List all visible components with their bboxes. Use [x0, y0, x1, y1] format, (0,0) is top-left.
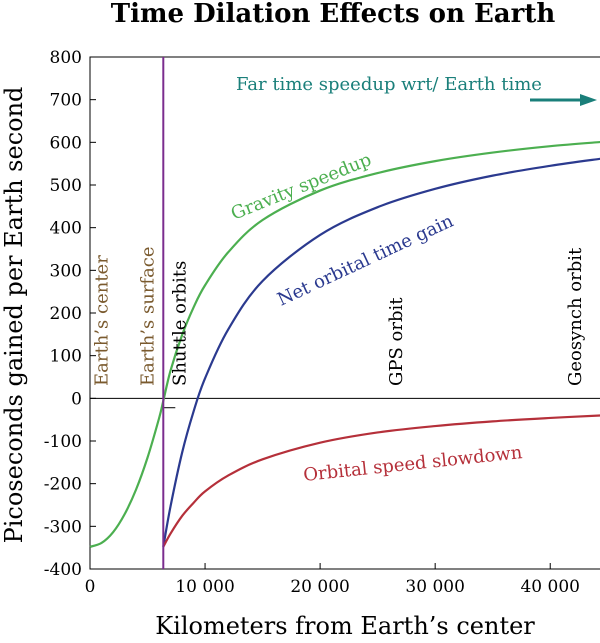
x-tick-label: 0	[85, 577, 96, 597]
earths-center-label: Earth’s center	[92, 255, 113, 386]
net-orbital-gain-curve	[162, 157, 600, 548]
y-tick-label: 0	[71, 389, 82, 409]
plot-frame	[89, 56, 600, 570]
far-time-annotation: Far time speedup wrt/ Earth time	[236, 74, 542, 95]
orbital-slowdown-curve	[162, 414, 600, 548]
earths-surface-label: Earth’s surface	[138, 246, 159, 386]
vertical-markers: Earth’s center Earth’s surface Shuttle orb…	[92, 246, 587, 386]
x-tick-label: 30 000	[405, 577, 464, 597]
series-group	[89, 57, 600, 569]
y-tick-label: 200	[50, 304, 82, 324]
y-tick-label: -400	[44, 560, 82, 580]
orbital-slowdown-label: Orbital speed slowdown	[302, 442, 523, 486]
x-axis-ticks: 0 10 000 20 000 30 000 40 000	[85, 563, 580, 597]
gravity-speedup-label: Gravity speedup	[228, 149, 374, 224]
y-tick-label: 500	[50, 176, 82, 196]
y-tick-label: -200	[44, 475, 82, 495]
x-axis-label: Kilometers from Earth’s center	[155, 612, 535, 640]
y-axis-ticks: 800 700 600 500 400 300 200 100 0 -100 -200 -300 -40…	[44, 48, 96, 580]
x-tick-label: 10 000	[175, 577, 234, 597]
far-time-arrow-icon	[580, 94, 597, 106]
shuttle-orbits-label: Shuttle orbits	[170, 261, 191, 386]
y-tick-label: -300	[44, 517, 82, 537]
annotations: Far time speedup wrt/ Earth time Gravity …	[228, 74, 597, 486]
y-tick-label: 800	[50, 48, 82, 68]
y-tick-label: 100	[50, 347, 82, 367]
x-tick-label: 20 000	[290, 577, 349, 597]
y-tick-label: 400	[50, 219, 82, 239]
y-tick-label: -100	[44, 432, 82, 452]
net-orbital-gain-label: Net orbital time gain	[274, 210, 457, 310]
y-tick-label: 600	[50, 133, 82, 153]
gps-orbit-label: GPS orbit	[386, 297, 407, 386]
zero-line-group	[90, 397, 600, 409]
y-tick-label: 300	[50, 261, 82, 281]
geosynch-orbit-label: Geosynch orbit	[565, 247, 586, 386]
chart-title: Time Dilation Effects on Earth	[111, 0, 556, 29]
y-axis-label: Picoseconds gained per Earth second	[0, 87, 28, 544]
gravity-speedup-curve	[89, 140, 600, 548]
y-tick-label: 700	[50, 91, 82, 111]
x-tick-label: 40 000	[520, 577, 579, 597]
